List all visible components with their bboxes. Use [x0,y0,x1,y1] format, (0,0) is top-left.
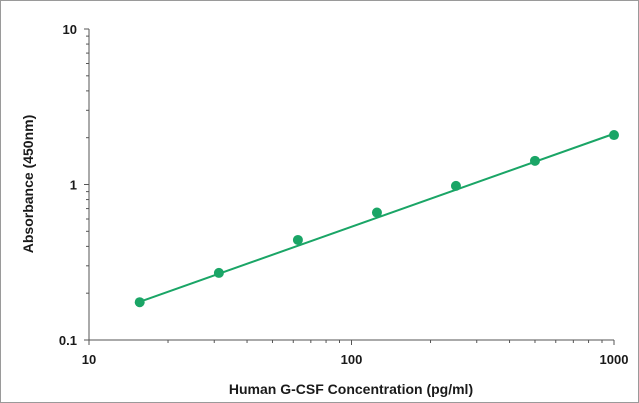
trendline-layer [139,132,615,303]
points-layer [134,130,619,308]
data-point [529,155,540,166]
data-point [450,180,461,191]
y-axis-title: Absorbance (450nm) [20,115,36,253]
trendline [139,132,615,303]
data-point [213,267,224,278]
data-point [609,130,619,141]
x-tick-label: 100 [341,352,363,367]
data-point [134,297,145,308]
data-point [371,207,382,218]
y-tick-label: 10 [63,22,77,37]
data-point [292,234,303,245]
x-tick-label: 10 [82,352,96,367]
x-axis-title: Human G-CSF Concentration (pg/ml) [229,381,473,397]
y-tick-label: 1 [70,178,77,193]
axes-layer: 0.1 1 10 10 100 1000 [59,22,629,367]
x-tick-label: 1000 [600,352,629,367]
y-tick-label: 0.1 [59,333,77,348]
